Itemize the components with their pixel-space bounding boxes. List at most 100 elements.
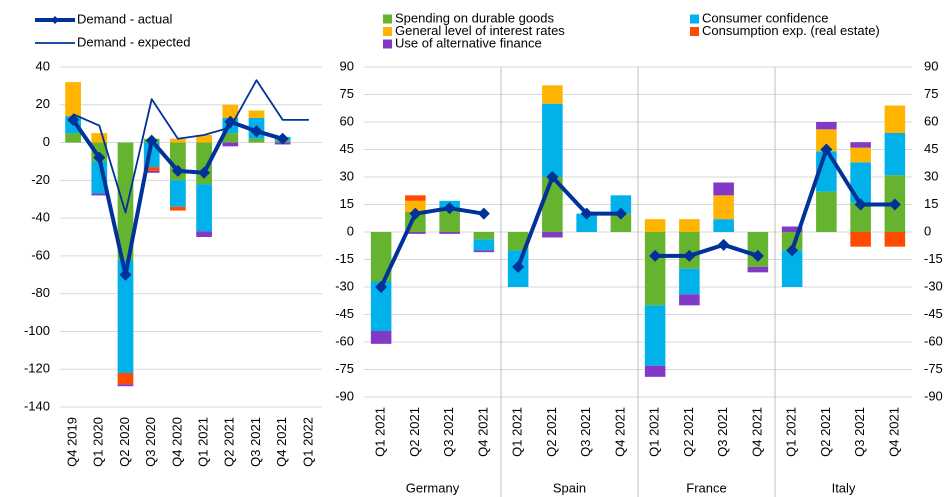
legend-label: Use of alternative finance xyxy=(395,35,542,50)
bar-segment xyxy=(405,195,426,201)
y2-tick-label: -30 xyxy=(924,278,943,293)
y-tick-label: 45 xyxy=(340,141,354,156)
marker xyxy=(409,207,422,220)
y-tick-label: 0 xyxy=(347,223,354,238)
group-label: Spain xyxy=(553,480,586,495)
bar-segment xyxy=(542,232,563,238)
bar-segment xyxy=(816,122,837,130)
x-tick-label: Q3 2021 xyxy=(578,407,593,457)
bar-segment xyxy=(222,104,239,118)
bar-segment xyxy=(370,232,392,282)
marker xyxy=(224,115,237,128)
y-tick-label: -45 xyxy=(335,306,354,321)
bar-segment xyxy=(850,147,871,163)
bar-segment xyxy=(405,200,426,212)
bar-segment xyxy=(65,82,81,117)
bar-segment xyxy=(576,213,597,232)
bar-segment xyxy=(713,182,734,196)
bar-segment xyxy=(439,210,460,232)
x-tick-label: Q4 2019 xyxy=(65,417,80,467)
x-tick-label: Q3 2020 xyxy=(143,417,158,467)
y-tick-label: -75 xyxy=(335,361,354,376)
legend-label: General level of interest rates xyxy=(395,23,565,38)
x-tick-label: Q3 2021 xyxy=(715,407,730,457)
bar-segment xyxy=(781,226,803,232)
legend-swatch xyxy=(51,16,59,24)
x-tick-label: Q3 2021 xyxy=(248,417,263,467)
marker xyxy=(93,151,106,164)
bar-segment xyxy=(117,142,134,260)
y2-tick-label: 45 xyxy=(924,141,938,156)
legend-label: Demand - actual xyxy=(77,11,172,26)
bar-segment xyxy=(884,232,906,247)
marker xyxy=(717,238,730,251)
bar-segment xyxy=(143,167,160,171)
bar-segment xyxy=(248,110,265,118)
bar-segment xyxy=(65,133,81,143)
x-tick-label: Q2 2020 xyxy=(117,417,132,467)
y-tick-label: -140 xyxy=(24,398,50,413)
x-tick-label: Q1 2020 xyxy=(91,417,106,467)
marker xyxy=(683,249,696,262)
bar-segment xyxy=(222,142,239,147)
bar-segment xyxy=(644,365,666,377)
bar-segment xyxy=(713,195,734,220)
bar-segment xyxy=(473,232,495,240)
bar-segment xyxy=(117,373,134,385)
y-tick-label: -15 xyxy=(335,251,354,266)
y2-tick-label: 60 xyxy=(924,113,938,128)
x-tick-label: Q2 2021 xyxy=(544,407,559,457)
bar-segment xyxy=(610,213,632,232)
bar-segment xyxy=(196,231,212,237)
y-tick-label: 20 xyxy=(36,96,50,111)
x-tick-label: Q4 2021 xyxy=(749,407,764,457)
y2-tick-label: 90 xyxy=(924,58,938,73)
bar-segment xyxy=(850,232,871,247)
x-tick-label: Q4 2021 xyxy=(612,407,627,457)
y-tick-label: -60 xyxy=(31,247,50,262)
bar-segment xyxy=(370,281,392,331)
y-tick-label: -120 xyxy=(24,361,50,376)
bar-segment xyxy=(542,85,563,104)
x-tick-label: Q2 2021 xyxy=(222,417,237,467)
x-tick-label: Q1 2022 xyxy=(300,417,315,467)
bar-segment xyxy=(884,133,906,176)
bar-segment xyxy=(644,219,666,232)
marker xyxy=(546,171,559,183)
bar-segment xyxy=(91,133,108,143)
marker xyxy=(820,143,833,156)
y-tick-label: 0 xyxy=(43,134,50,149)
marker xyxy=(250,125,263,138)
marker xyxy=(171,164,184,177)
marker xyxy=(67,113,80,126)
legend-label: Demand - expected xyxy=(77,34,190,49)
bar-segment xyxy=(679,219,700,232)
y2-tick-label: 15 xyxy=(924,196,938,211)
x-tick-label: Q4 2021 xyxy=(274,417,289,467)
bar-segment xyxy=(816,129,837,152)
group-label: France xyxy=(686,480,726,495)
marker xyxy=(145,134,158,147)
bar-segment xyxy=(816,191,837,232)
x-tick-label: Q1 2021 xyxy=(510,407,525,457)
x-tick-label: Q4 2021 xyxy=(886,407,901,457)
x-tick-label: Q2 2021 xyxy=(818,407,833,457)
bar-segment xyxy=(222,133,239,143)
line xyxy=(516,175,621,268)
x-tick-label: Q3 2021 xyxy=(852,407,867,457)
y-tick-label: 15 xyxy=(340,196,354,211)
marker xyxy=(276,132,289,145)
bar-segment xyxy=(679,268,700,295)
x-tick-label: Q3 2021 xyxy=(441,407,456,457)
bar-segment xyxy=(117,384,134,387)
y-tick-label: -100 xyxy=(24,323,50,338)
marker xyxy=(443,202,456,215)
bar-segment xyxy=(713,219,734,232)
x-tick-label: Q1 2021 xyxy=(196,417,211,467)
line xyxy=(72,79,309,214)
x-tick-label: Q1 2021 xyxy=(373,407,388,457)
bar-segment xyxy=(170,206,186,211)
bar-segment xyxy=(91,193,108,196)
bar-segment xyxy=(542,103,563,177)
